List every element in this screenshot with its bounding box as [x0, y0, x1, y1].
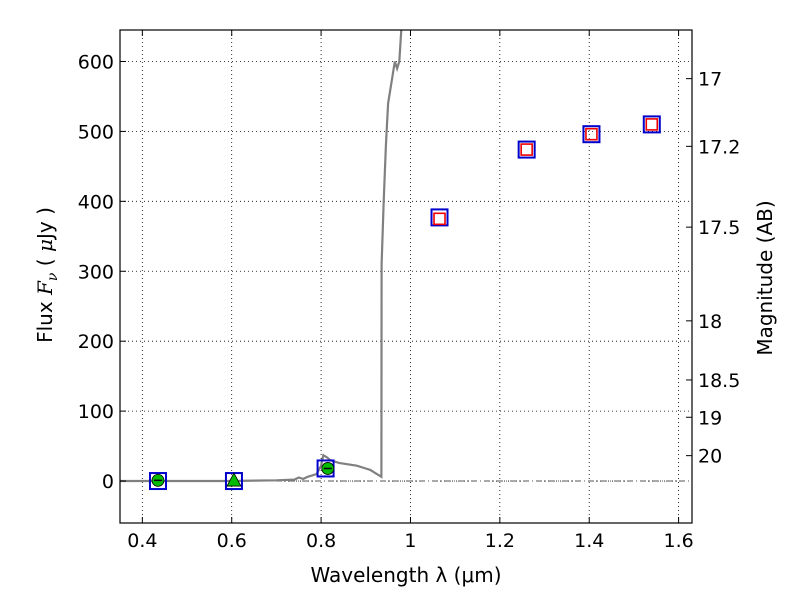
- y-label-unit-rest: Jy ): [33, 207, 57, 241]
- x-axis-label: Wavelength λ (μm): [310, 563, 501, 587]
- mag-tick-label: 17: [698, 69, 722, 91]
- x-tick-label: 1.6: [663, 530, 693, 552]
- blue-square-marker: [642, 115, 661, 134]
- red-square-marker: [520, 143, 533, 156]
- blue-square-marker: [430, 208, 449, 227]
- blue-square-marker: [517, 140, 536, 159]
- mag-tick-label: 17.2: [698, 136, 740, 158]
- tick-labels: 0.4 0.6 0.8 1 1.2 1.4 1.6 0 100 200 300 400 500 600 17…: [78, 51, 741, 552]
- y-tick-label: 100: [78, 401, 114, 423]
- y-label-unit-mu: μ: [33, 239, 57, 252]
- blue-square-marker: [148, 472, 167, 491]
- y-label-unit-open: (: [33, 252, 57, 273]
- grid: [120, 30, 692, 523]
- y-tick-label: 200: [78, 331, 114, 353]
- x-tick-label: 0.8: [306, 530, 336, 552]
- y-axis-label: Flux Fν ( μJy ): [33, 207, 61, 343]
- y-tick-label: 300: [78, 261, 114, 283]
- green-triangle-marker: [226, 472, 242, 487]
- y-label-prefix: Flux: [33, 295, 57, 343]
- plot-frame: [119, 29, 693, 524]
- red-square-marker: [433, 212, 446, 226]
- x-tick-label: 1: [404, 530, 416, 552]
- y-tick-label: 500: [78, 121, 114, 143]
- mag-tick-label: 19: [698, 407, 722, 429]
- y-tick-label: 400: [78, 191, 114, 213]
- y2-axis-label: Magnitude (AB): [753, 200, 777, 355]
- spectrum-line: [120, 30, 403, 483]
- y-tick-label: 0: [102, 471, 114, 493]
- axes: [119, 29, 693, 524]
- red-square-marker: [585, 127, 598, 141]
- x-tick-label: 0.4: [127, 530, 157, 552]
- mag-tick-label: 18.5: [698, 370, 740, 392]
- y-label-symbol: F: [33, 280, 57, 296]
- mag-tick-label: 20: [698, 446, 722, 468]
- red-square-marker: [645, 118, 659, 131]
- y-label-subscript: ν: [45, 272, 61, 281]
- blue-square-marker: [582, 125, 601, 144]
- y-tick-label: 600: [78, 51, 114, 73]
- plot-area: [120, 30, 692, 491]
- x-tick-label: 1.2: [485, 530, 515, 552]
- x-tick-label: 1.4: [574, 530, 604, 552]
- x-tick-label: 0.6: [217, 530, 247, 552]
- mag-tick-label: 18: [698, 311, 722, 333]
- mag-tick-label: 17.5: [698, 217, 740, 239]
